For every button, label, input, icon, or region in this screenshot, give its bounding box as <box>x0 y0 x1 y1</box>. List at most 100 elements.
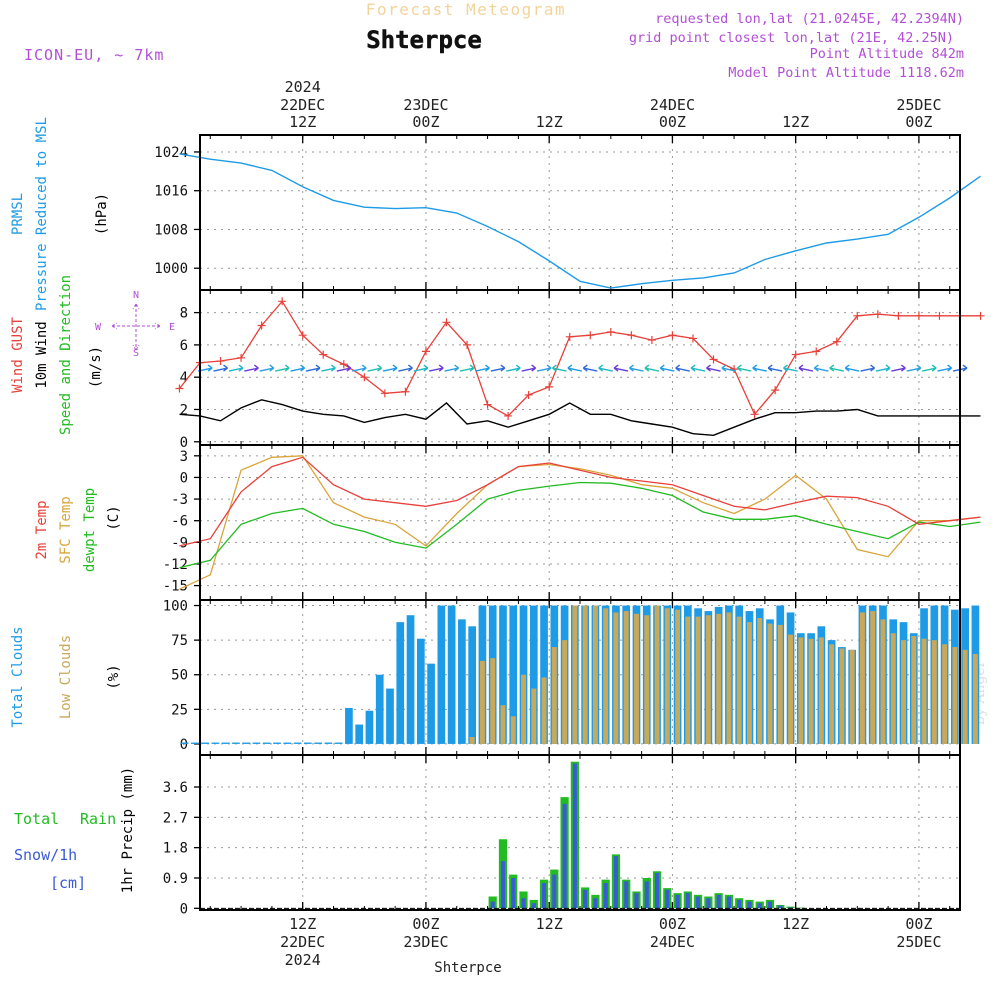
precip-snow-bar <box>675 894 680 909</box>
y-tick-label: 8 <box>180 306 188 322</box>
temp-unit: (C) <box>106 505 122 530</box>
total-cloud-bar <box>509 605 518 744</box>
total-cloud-bar <box>334 742 343 744</box>
wind-gust-marker <box>935 311 944 320</box>
wind-direction-arrow <box>875 364 891 372</box>
wind-gust-marker <box>524 390 533 399</box>
wind-label-speed: Speed and Direction <box>58 275 74 435</box>
y-tick-label: 1016 <box>154 184 188 200</box>
wind-unit: (m/s) <box>88 346 104 388</box>
precip-snow-bar <box>737 899 742 909</box>
wind-gust-marker <box>175 384 184 393</box>
precip-snow-bar <box>757 903 762 909</box>
low-cloud-bar <box>695 616 701 744</box>
precip-snow-bar <box>685 893 690 909</box>
low-cloud-bar <box>541 677 547 744</box>
location-title: Shterpce <box>366 26 482 54</box>
total-cloud-bar <box>201 742 209 744</box>
model-label: ICON-EU, ~ 7km <box>24 46 164 64</box>
total-cloud-bar <box>540 605 548 744</box>
wind-direction-arrow <box>567 364 583 372</box>
precip-snow-bar <box>634 893 639 909</box>
top-date-label: 23DEC <box>403 96 448 114</box>
wind-direction-arrow <box>336 364 352 372</box>
total-cloud-bar <box>447 605 456 744</box>
wind-direction-arrow <box>767 364 783 372</box>
bottom-date-label: 25DEC <box>896 933 941 951</box>
low-cloud-bar <box>664 608 670 744</box>
wind-label-gust: Wind GUST <box>10 317 26 393</box>
total-cloud-bar <box>232 742 240 744</box>
total-cloud-bar <box>262 742 271 744</box>
low-cloud-bar <box>890 633 896 744</box>
low-cloud-bar <box>623 611 629 744</box>
y-tick-label: 0 <box>180 470 188 486</box>
wind-gust-marker <box>832 337 841 346</box>
wind-direction-arrow <box>352 364 367 372</box>
total-cloud-bar <box>221 742 230 744</box>
wind-gust-marker <box>360 373 369 382</box>
wind-direction-arrow <box>752 364 767 372</box>
low-cloud-bar <box>603 608 609 744</box>
compass-rose <box>111 303 161 351</box>
precip-snow-bar <box>644 881 649 909</box>
wind-direction-arrow <box>690 364 706 372</box>
bottom-hour-label: 12Z <box>289 915 316 933</box>
wind-direction-arrow <box>629 364 644 372</box>
low-cloud-bar <box>911 635 917 744</box>
precip-snow-bar <box>562 803 567 909</box>
low-cloud-bar <box>901 640 906 744</box>
precip-legend-total: Total <box>14 810 59 828</box>
wind-gust-marker <box>380 389 389 398</box>
y-tick-label: 25 <box>171 702 188 718</box>
y-tick-label: 0.9 <box>163 871 188 887</box>
wind-gust-marker <box>442 318 451 327</box>
low-cloud-bar <box>829 644 835 744</box>
low-cloud-bar <box>572 605 578 744</box>
y-tick-label: 6 <box>180 338 188 354</box>
wind-gust-marker <box>812 347 821 356</box>
low-cloud-bar <box>634 613 639 744</box>
y-tick-label: 3.6 <box>163 780 188 796</box>
wind-direction-arrow <box>906 364 922 372</box>
y-tick-label: 1.8 <box>163 841 188 857</box>
grid-coords: grid point closest lon,lat (21E, 42.25N) <box>629 30 954 46</box>
compass-e: E <box>169 322 175 333</box>
low-cloud-bar <box>654 605 660 744</box>
precip-snow-bar <box>593 898 598 909</box>
model-altitude: Model Point Altitude 1118.62m <box>728 65 964 81</box>
wind-gust-marker <box>319 350 328 359</box>
low-cloud-bar <box>521 674 526 744</box>
wind-direction-arrow <box>367 364 383 372</box>
wind-direction-arrow <box>536 364 552 372</box>
wind-direction-arrow <box>844 364 860 372</box>
wind-direction-arrow <box>736 364 752 372</box>
y-tick-label: 50 <box>171 668 188 684</box>
precip-snow-bar <box>552 874 557 909</box>
temp-label-2m: 2m Temp <box>34 500 50 559</box>
total-cloud-bar <box>365 710 374 744</box>
top-hour-label: 12Z <box>782 113 809 131</box>
bottom-date-label: 23DEC <box>403 933 448 951</box>
total-cloud-bar <box>427 663 435 744</box>
total-cloud-bar <box>211 742 220 744</box>
wind-gust-marker <box>278 297 287 306</box>
temp-2m-line <box>179 456 981 547</box>
wind-gust-marker <box>709 355 718 364</box>
pressure-label-msl: Pressure Reduced to MSL <box>34 117 50 311</box>
y-tick-label: -12 <box>163 557 188 573</box>
bottom-hour-label: 00Z <box>905 915 932 933</box>
total-cloud-bar <box>180 742 189 744</box>
wind-direction-arrow <box>413 364 429 372</box>
y-tick-label: 0 <box>180 435 188 451</box>
panel-frame <box>199 134 961 291</box>
total-cloud-bar <box>529 605 538 744</box>
low-cloud-bar <box>880 619 886 744</box>
precip-snow-bar <box>716 894 721 909</box>
total-cloud-bar <box>386 688 394 744</box>
pressure-line <box>179 153 981 289</box>
precip-label: 1hr Precip (mm) <box>120 767 136 893</box>
y-tick-label: 1008 <box>154 222 188 238</box>
y-tick-label: -6 <box>171 514 188 530</box>
wind-direction-arrow <box>382 364 398 372</box>
